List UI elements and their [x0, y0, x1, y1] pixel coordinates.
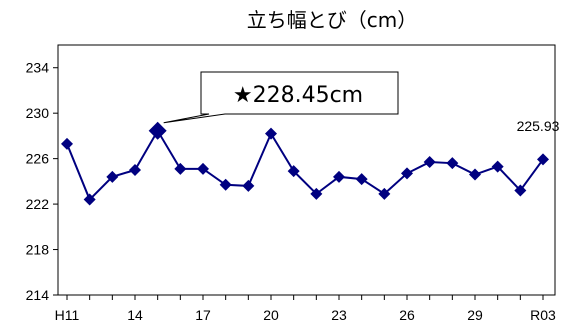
series-line: [66, 128, 544, 202]
x-axis: H11 14 17 20 23 26 29 R03: [55, 295, 556, 323]
data-point-marker: [242, 179, 255, 192]
data-point-marker: [469, 168, 481, 181]
chart-title: 立ち幅とび（cm）: [247, 8, 417, 32]
data-point-marker: [401, 167, 413, 180]
y-tick-label: 230: [26, 105, 50, 121]
data-point-marker: [219, 178, 232, 191]
y-tick-label: 218: [26, 242, 50, 258]
data-points: [61, 121, 549, 206]
x-tick-label: 14: [127, 307, 143, 323]
y-tick-label: 214: [26, 287, 50, 303]
data-point-marker: [310, 187, 323, 200]
data-point-marker: [129, 164, 141, 176]
data-point-marker: [514, 184, 527, 197]
data-point-marker: [355, 173, 368, 186]
data-point-marker: [265, 127, 277, 140]
data-point-marker: [378, 187, 391, 200]
max-callout: ★228.45cm: [163, 71, 399, 124]
data-point-marker: [333, 170, 345, 183]
data-point-marker: [174, 162, 187, 175]
data-point-marker: [446, 157, 459, 170]
x-tick-label: 23: [331, 307, 347, 323]
data-point-marker: [106, 170, 119, 183]
data-point-marker: [491, 160, 504, 173]
x-tick-label: R03: [530, 307, 556, 323]
data-point-marker: [148, 121, 167, 140]
y-tick-label: 222: [26, 196, 50, 212]
data-point-marker: [537, 153, 549, 166]
x-tick-label: 20: [263, 307, 279, 323]
data-point-marker: [287, 165, 300, 178]
x-tick-label: 26: [399, 307, 415, 323]
data-point-marker: [423, 156, 436, 169]
data-point-marker: [61, 137, 73, 150]
x-tick-label: H11: [55, 307, 80, 323]
x-tick-label: 17: [195, 307, 211, 323]
callout-label: ★228.45cm: [233, 83, 363, 108]
y-tick-label: 234: [26, 60, 50, 76]
data-point-marker: [197, 162, 209, 175]
data-point-marker: [83, 193, 96, 206]
callout-box: [163, 71, 399, 124]
x-tick-label: 29: [467, 307, 483, 323]
end-value-label: 225.93: [517, 118, 560, 134]
y-axis: 214 218 222 226 230 234: [26, 60, 58, 303]
y-tick-label: 226: [26, 151, 50, 167]
